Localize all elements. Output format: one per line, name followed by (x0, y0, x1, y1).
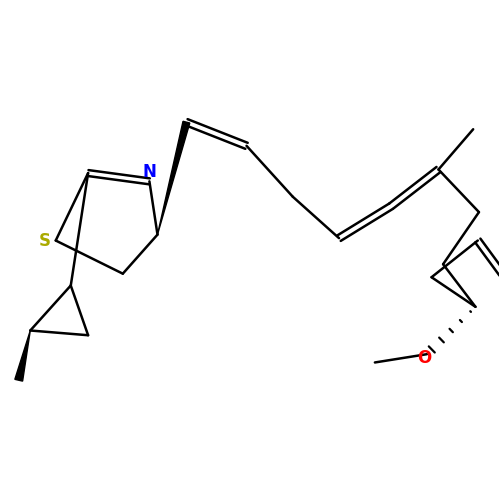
Polygon shape (158, 122, 190, 234)
Text: S: S (39, 232, 51, 250)
Text: O: O (418, 349, 432, 367)
Polygon shape (15, 330, 30, 381)
Text: N: N (142, 164, 156, 182)
